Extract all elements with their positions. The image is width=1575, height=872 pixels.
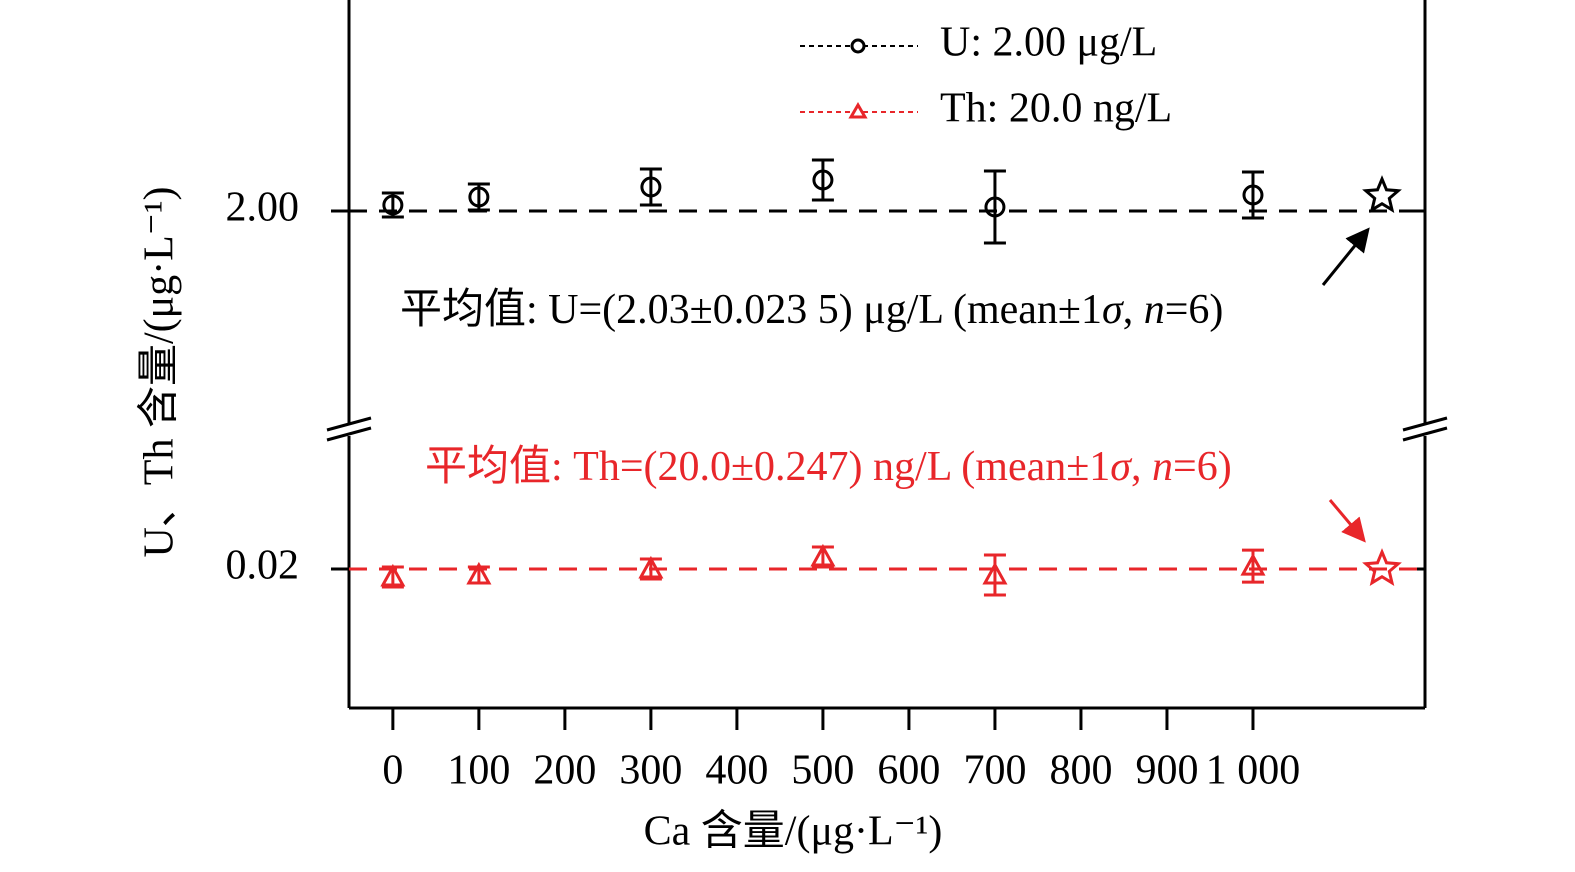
x-tick-label: 800 bbox=[1049, 748, 1112, 794]
x-tick-label: 600 bbox=[877, 748, 940, 794]
point bbox=[1240, 553, 1266, 576]
axis-break bbox=[326, 426, 372, 442]
annotation-part: =6) bbox=[1165, 287, 1224, 333]
annotation-part: n bbox=[1152, 444, 1173, 490]
legend-label: U: 2.00 μg/L bbox=[940, 20, 1157, 66]
point bbox=[1242, 184, 1264, 206]
annotation-part: n bbox=[1144, 287, 1165, 333]
y-tick-label: 2.00 bbox=[226, 185, 300, 231]
y-axis-label: U、Th 含量/(μg·L⁻¹) bbox=[137, 186, 183, 557]
point bbox=[640, 176, 662, 198]
axis-break bbox=[1402, 416, 1448, 432]
mean-point bbox=[1362, 548, 1402, 586]
error-bar bbox=[639, 167, 662, 207]
x-tick-label: 700 bbox=[963, 748, 1026, 794]
annotation-part: σ bbox=[1110, 444, 1133, 490]
arrow bbox=[1328, 499, 1366, 543]
x-axis-label: Ca 含量/(μg·L⁻¹) bbox=[644, 809, 943, 855]
error-bar bbox=[983, 169, 1006, 245]
point bbox=[984, 196, 1006, 218]
error-bar bbox=[811, 158, 834, 202]
x-tick-label: 1 000 bbox=[1206, 748, 1301, 794]
legend-marker bbox=[850, 38, 866, 54]
error-bar bbox=[983, 553, 1006, 597]
point bbox=[380, 563, 406, 587]
annotation-part: , bbox=[1123, 287, 1144, 333]
point bbox=[466, 561, 492, 585]
x-tick-label: 900 bbox=[1135, 748, 1198, 794]
x-tick-label: 0 bbox=[382, 748, 403, 794]
annotation-part: , bbox=[1131, 444, 1152, 490]
legend-label: Th: 20.0 ng/L bbox=[940, 86, 1172, 132]
x-tick-label: 300 bbox=[619, 748, 682, 794]
point bbox=[638, 555, 664, 579]
x-tick-label: 400 bbox=[705, 748, 768, 794]
mean-point bbox=[1362, 175, 1402, 213]
annotation-part: 平均值: Th=(20.0±0.247) ng/L (mean±1 bbox=[425, 444, 1110, 490]
error-bar bbox=[1241, 170, 1264, 220]
point bbox=[812, 169, 834, 191]
x-tick-label: 500 bbox=[791, 748, 854, 794]
y-tick-label: 0.02 bbox=[226, 543, 300, 589]
point bbox=[982, 561, 1008, 585]
legend-marker bbox=[848, 102, 868, 119]
axis-break bbox=[1402, 426, 1448, 442]
x-tick-label: 100 bbox=[447, 748, 510, 794]
axis-break bbox=[326, 416, 372, 432]
annotation: 平均值: Th=(20.0±0.247) ng/L (mean±1σ, n=6) bbox=[425, 444, 1232, 490]
arrow bbox=[1321, 227, 1370, 286]
annotation-part: 平均值: U=(2.03±0.023 5) μg/L (mean±1 bbox=[400, 287, 1102, 333]
point bbox=[810, 543, 836, 567]
annotation-part: σ bbox=[1102, 287, 1125, 333]
point bbox=[468, 186, 490, 208]
annotation: 平均值: U=(2.03±0.023 5) μg/L (mean±1σ, n=6… bbox=[400, 287, 1223, 333]
annotation-part: =6) bbox=[1173, 444, 1232, 490]
point bbox=[382, 194, 404, 216]
x-tick-label: 200 bbox=[533, 748, 596, 794]
